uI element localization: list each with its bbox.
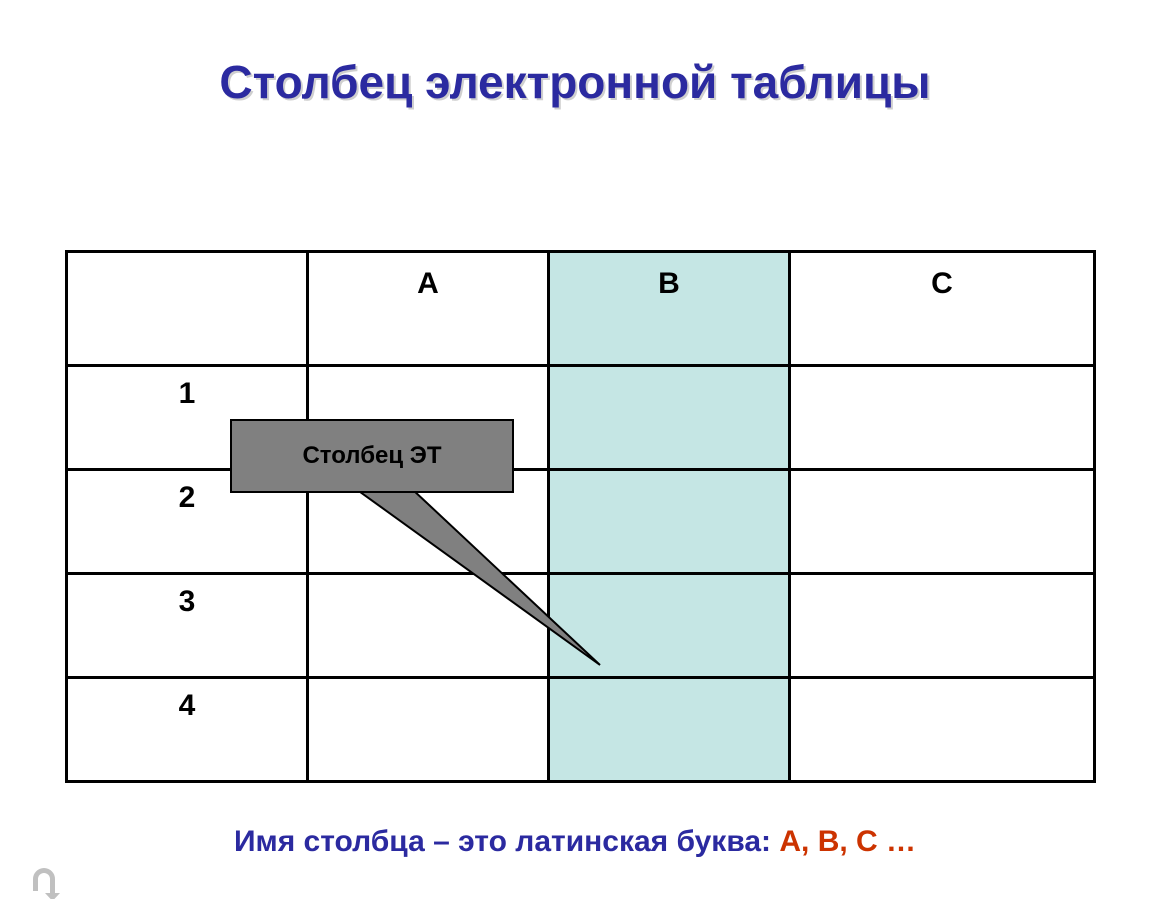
u-turn-icon[interactable]	[28, 863, 64, 899]
footer-text: Имя столбца – это латинская буква: A, B,…	[0, 825, 1150, 859]
callout-box: Столбец ЭТ	[230, 419, 514, 493]
footer-label: Имя столбца – это латинская буква:	[234, 825, 779, 858]
slide: Столбец электронной таблицы ABC1234 Стол…	[0, 55, 1150, 919]
footer-letters: A, B, C …	[779, 825, 916, 858]
callout-pointer	[0, 55, 1150, 919]
callout-label: Столбец ЭТ	[302, 442, 441, 470]
